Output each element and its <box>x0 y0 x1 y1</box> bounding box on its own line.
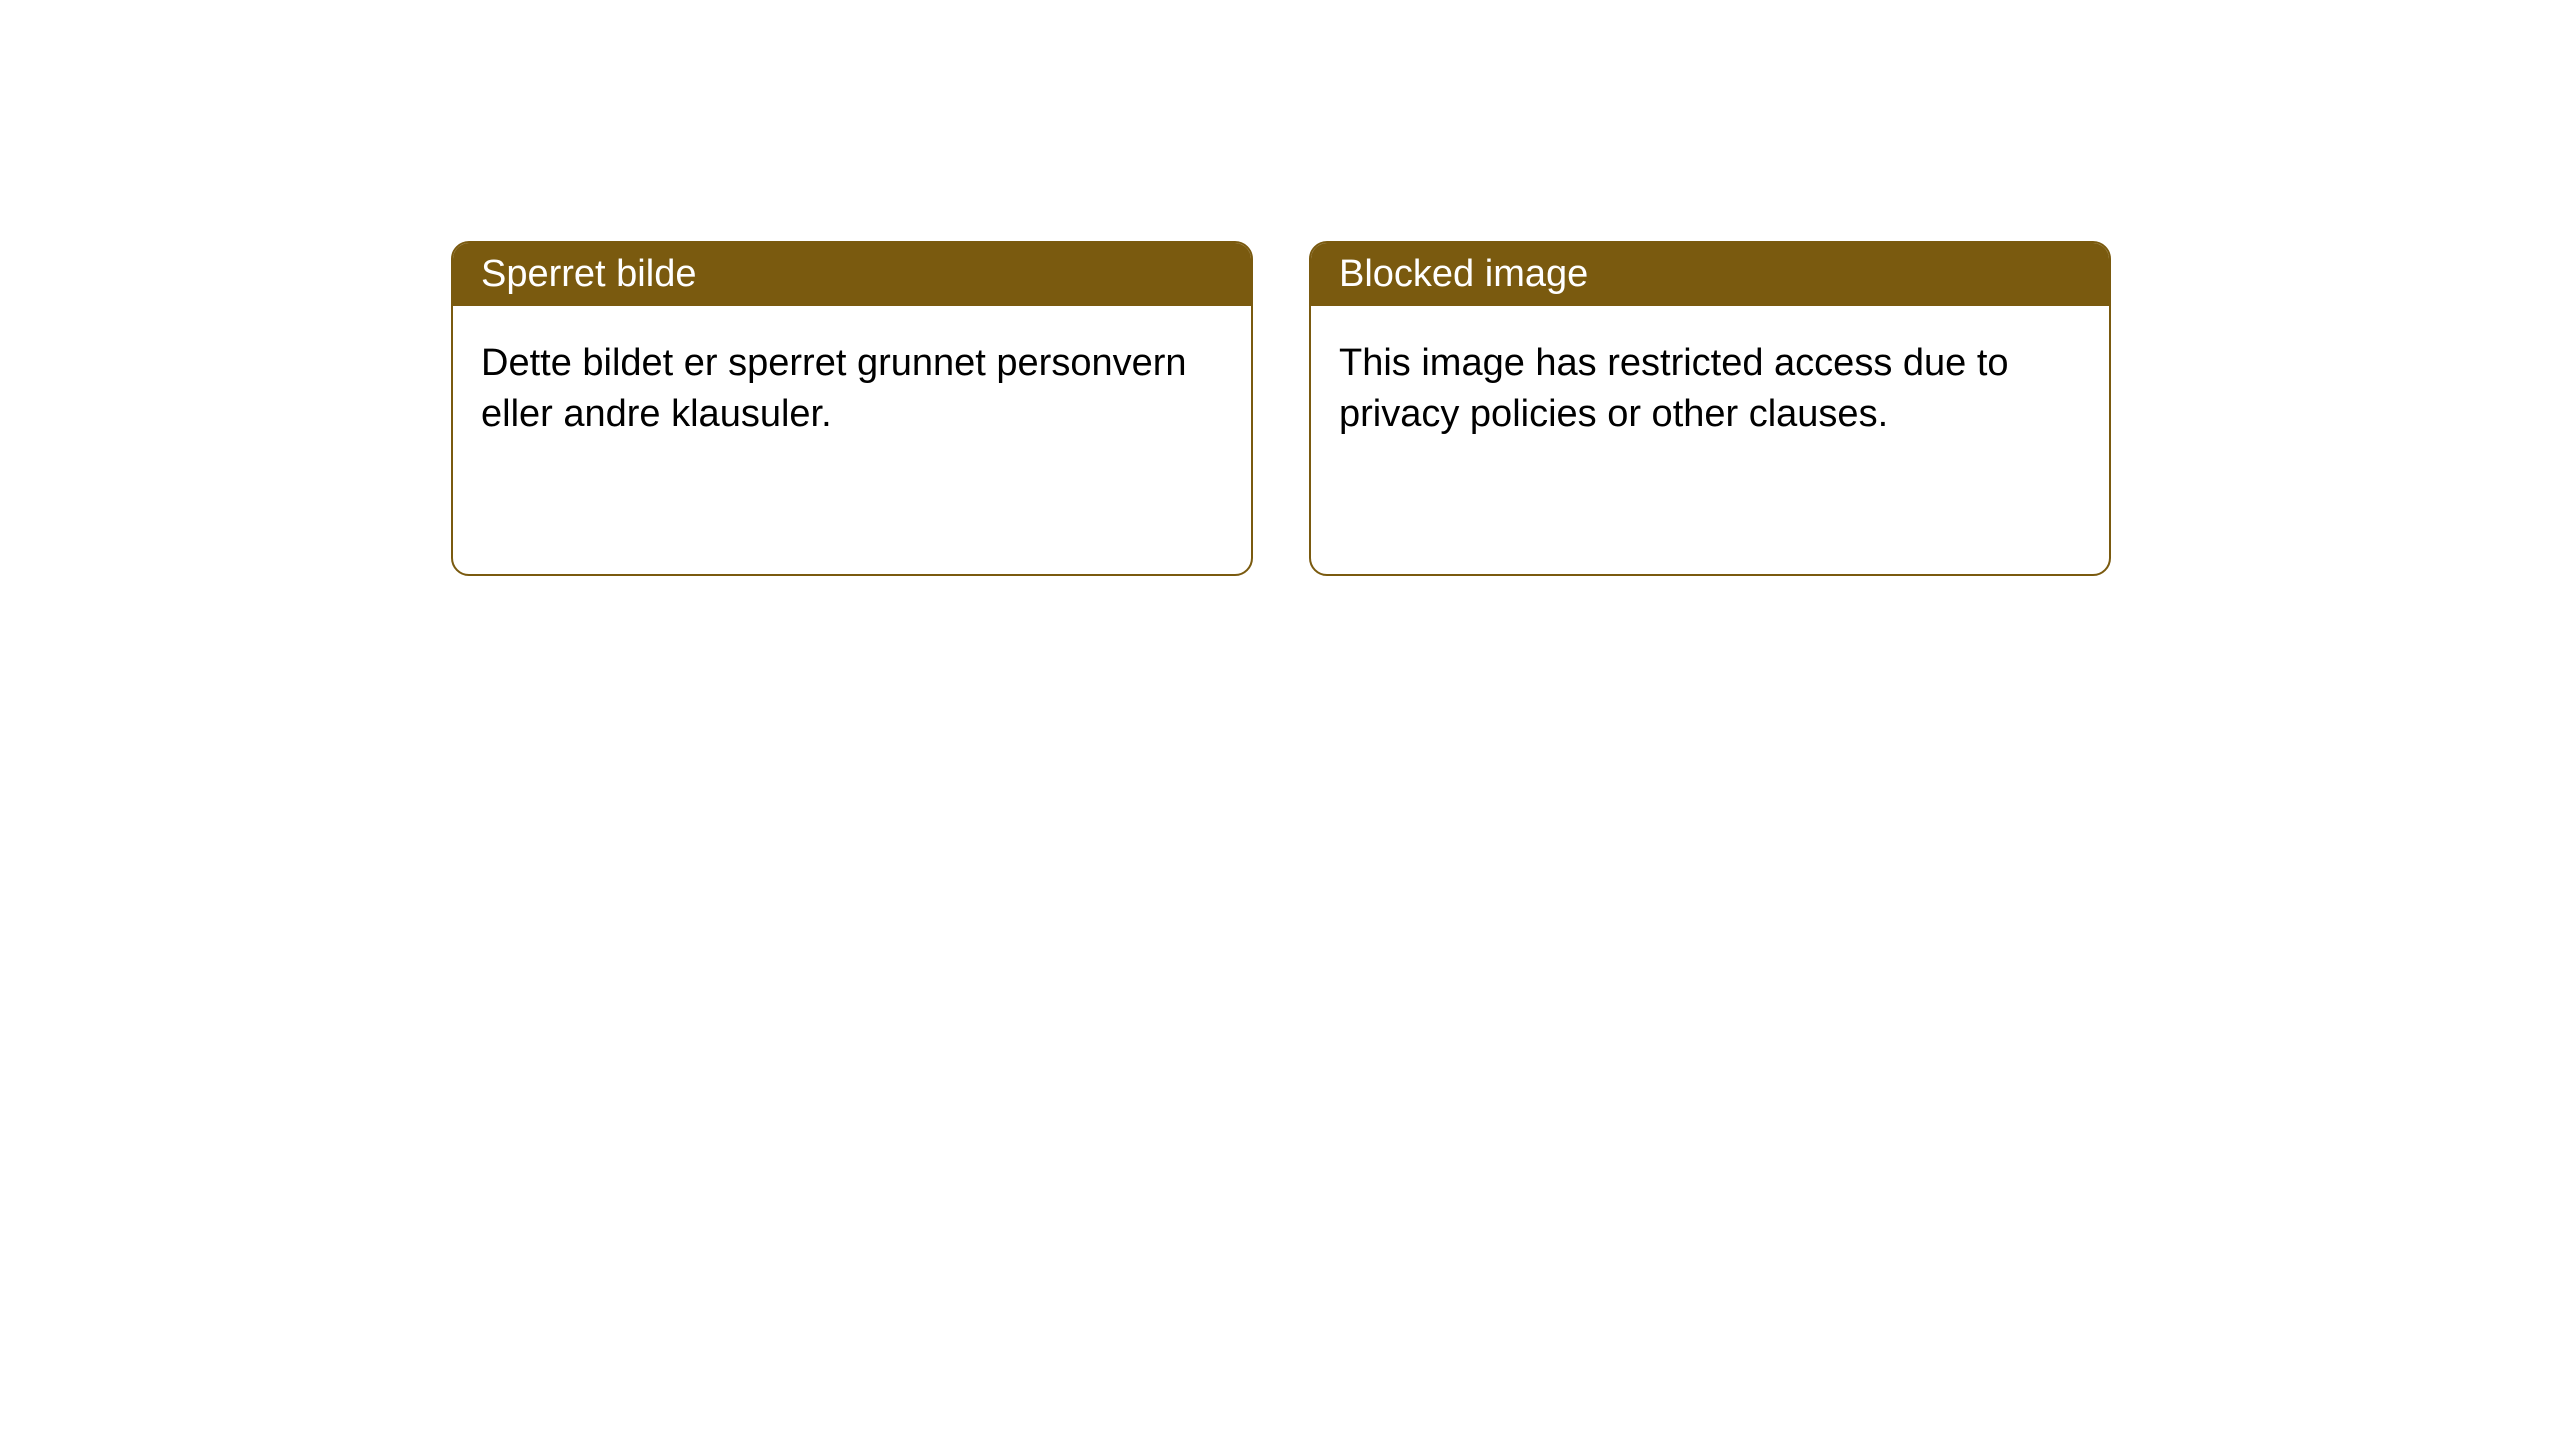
card-title: Sperret bilde <box>481 253 696 295</box>
notice-container: Sperret bilde Dette bildet er sperret gr… <box>0 0 2560 576</box>
card-header: Blocked image <box>1311 243 2109 306</box>
card-body: This image has restricted access due to … <box>1311 306 2109 473</box>
card-title: Blocked image <box>1339 253 1588 295</box>
card-header: Sperret bilde <box>453 243 1251 306</box>
card-body-text: Dette bildet er sperret grunnet personve… <box>481 342 1187 435</box>
notice-card-english: Blocked image This image has restricted … <box>1309 241 2111 576</box>
card-body: Dette bildet er sperret grunnet personve… <box>453 306 1251 473</box>
notice-card-norwegian: Sperret bilde Dette bildet er sperret gr… <box>451 241 1253 576</box>
card-body-text: This image has restricted access due to … <box>1339 342 2009 435</box>
